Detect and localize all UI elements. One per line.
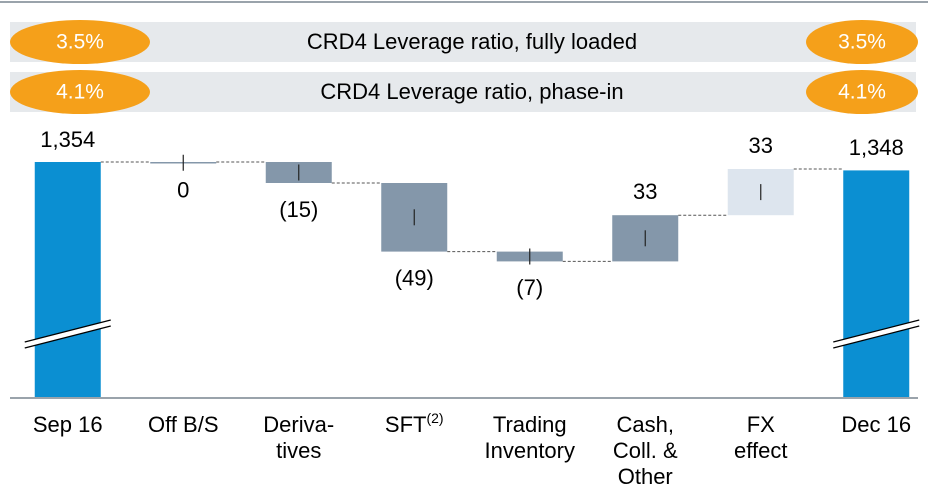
x-tick-label-line: Cash, <box>617 412 674 437</box>
x-tick-label: Coll. & <box>613 438 678 463</box>
banner-bg <box>10 22 916 62</box>
axis-break <box>833 320 920 348</box>
axis-break <box>24 319 111 343</box>
banner-label: CRD4 Leverage ratio, phase-in <box>320 79 623 104</box>
axis-break <box>833 325 920 349</box>
x-tick-label: SFT(2) <box>385 410 444 437</box>
x-tick-label: Trading <box>493 412 567 437</box>
x-tick-label: Cash, <box>617 412 674 437</box>
ratio-pill <box>806 20 918 64</box>
x-tick-label-line: Inventory <box>485 438 576 463</box>
ratio-pill <box>10 70 150 114</box>
value-label: 33 <box>749 133 773 158</box>
value-label: 1,348 <box>849 135 904 160</box>
x-tick-label-line: Dec 16 <box>841 412 911 437</box>
x-tick-label-line: FX <box>747 412 775 437</box>
ratio-end: 4.1% <box>838 81 886 104</box>
x-tick-label-line: Trading <box>493 412 567 437</box>
axis-break <box>24 325 111 349</box>
axis-break <box>24 320 111 348</box>
ratio-pill <box>10 20 150 64</box>
x-tick-label-line: Deriva- <box>263 412 334 437</box>
x-tick-label-line: Sep 16 <box>33 412 103 437</box>
banner-bg <box>10 72 916 112</box>
x-tick-label: Off B/S <box>148 412 219 437</box>
ratio-start: 4.1% <box>56 81 104 104</box>
x-tick-label: Inventory <box>485 438 576 463</box>
x-tick-label: tives <box>276 438 321 463</box>
x-tick-label-line: effect <box>734 438 787 463</box>
x-tick-label-line: Coll. & <box>613 438 678 463</box>
value-label: (15) <box>279 197 318 222</box>
footnote-mark: (2) <box>426 410 443 426</box>
value-label: (7) <box>516 275 543 300</box>
x-tick-label-line: SFT <box>385 412 427 437</box>
ratio-pill <box>806 70 918 114</box>
x-tick-label: FX <box>747 412 775 437</box>
banner-label: CRD4 Leverage ratio, fully loaded <box>307 29 637 54</box>
value-label: 33 <box>633 179 657 204</box>
ratio-start: 3.5% <box>56 31 104 54</box>
axis-break <box>833 319 920 343</box>
x-tick-label-line: tives <box>276 438 321 463</box>
x-tick-label: Other <box>618 464 673 489</box>
x-tick-label: Dec 16 <box>841 412 911 437</box>
x-tick-label: Sep 16 <box>33 412 103 437</box>
value-label: 1,354 <box>40 127 95 152</box>
value-label: (49) <box>395 265 434 290</box>
x-tick-label-line: Other <box>618 464 673 489</box>
x-tick-label-line: Off B/S <box>148 412 219 437</box>
x-tick-label: Deriva- <box>263 412 334 437</box>
ratio-end: 3.5% <box>838 31 886 54</box>
total-bar <box>843 170 910 397</box>
total-bar <box>34 162 101 397</box>
value-label: 0 <box>177 177 189 202</box>
x-tick-label: effect <box>734 438 787 463</box>
